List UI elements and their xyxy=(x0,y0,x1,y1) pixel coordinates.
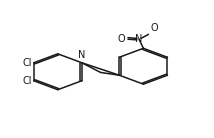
Text: N: N xyxy=(78,50,86,60)
Text: O: O xyxy=(117,34,125,44)
Text: Cl: Cl xyxy=(22,76,32,86)
Text: N: N xyxy=(135,34,143,44)
Text: O: O xyxy=(151,23,159,33)
Text: Cl: Cl xyxy=(22,58,32,68)
